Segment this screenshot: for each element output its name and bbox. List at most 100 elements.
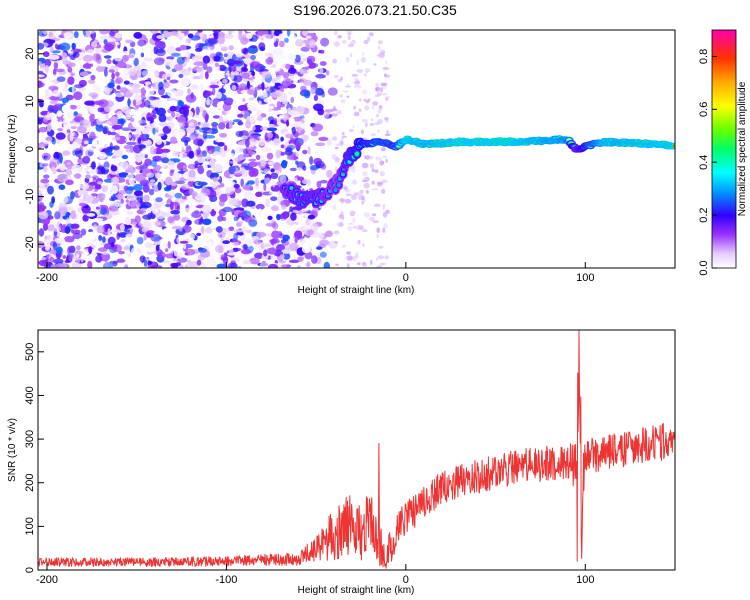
heatmap-noise-cell [332,58,338,64]
colorbar-tick-label: 0.2 [698,207,710,222]
heatmap-noise-cell [142,44,153,49]
heatmap-noise-cell [143,128,149,135]
heatmap-noise-cell [181,32,185,37]
heatmap-noise-cell [44,89,49,95]
heatmap-noise-cell [151,265,163,268]
heatmap-noise-cell [360,57,366,63]
heatmap-noise-cell [140,201,152,209]
heatmap-noise-cell [262,105,269,114]
heatmap-noise-cell [276,244,285,251]
heatmap-noise-cell [92,218,104,222]
heatmap-noise-cell [199,72,204,80]
heatmap-noise-cell [170,116,174,126]
snr-y-ticks: 0 100 200 300 400 500 [24,343,44,573]
heatmap-noise-cell [337,35,342,39]
heatmap-noise-cell [306,55,316,64]
heatmap-noise-cell [241,72,250,79]
heatmap-noise-cell [124,260,133,266]
heatmap-noise-cell [185,248,196,256]
heatmap-noise-cell [170,210,181,215]
heatmap-noise-cell [292,116,303,122]
heatmap-noise-cell [377,129,380,133]
heatmap-noise-cell [154,46,160,50]
heatmap-noise-cell [112,145,120,151]
heatmap-noise-cell [365,189,369,194]
heatmap-noise-cell [279,254,285,259]
heatmap-noise-cell [66,206,74,211]
heatmap-noise-cell [331,136,338,141]
heatmap-noise-cell [147,257,157,261]
heatmap-noise-cell [61,97,69,103]
heatmap-noise-cell [143,139,152,147]
heatmap-noise-cell [193,57,199,62]
heatmap-noise-cell [120,198,125,204]
heatmap-noise-cell [253,78,260,84]
heatmap-noise-cell [107,228,111,236]
heatmap-noise-cell [65,34,71,43]
heatmap-noise-cell [313,94,318,102]
heatmap-noise-cell [126,134,132,139]
heatmap-noise-cell [203,164,208,170]
heatmap-noise-cell [301,134,309,141]
heatmap-noise-cell [87,146,95,152]
heatmap-noise-cell [128,68,136,77]
heatmap-noise-cell [170,31,179,36]
heatmap-noise-cell [341,137,344,140]
heatmap-noise-cell [340,99,346,104]
heatmap-noise-cell [301,245,312,254]
heatmap-noise-cell [195,129,200,135]
y-tick-label: 100 [24,517,36,535]
heatmap-noise-cell [307,214,315,220]
heatmap-noise-cell [46,123,52,132]
heatmap-noise-cell [376,265,383,268]
heatmap-noise-cell [224,139,233,147]
heatmap-noise-cell [87,260,93,268]
heatmap-noise-cell [87,231,96,241]
heatmap-noise-cell [124,264,129,268]
heatmap-noise-cell [186,49,191,55]
heatmap-noise-cell [351,73,359,77]
heatmap-noise-cell [206,241,213,249]
heatmap-noise-cell [273,117,278,126]
heatmap-noise-cell [330,113,338,117]
heatmap-noise-cell [323,261,330,268]
heatmap-noise-cell [106,59,112,65]
heatmap-noise-cell [208,129,213,134]
heatmap-noise-cell [116,85,121,90]
heatmap-noise-cell [59,120,63,129]
heatmap-noise-cell [54,211,61,220]
heatmap-noise-cell [152,155,162,161]
heatmap-noise-cell [269,85,276,94]
heatmap-noise-cell [83,140,89,145]
heatmap-noise-cell [222,78,228,84]
heatmap-noise-cell [118,251,125,255]
heatmap-noise-cell [181,183,190,190]
heatmap-noise-cell [71,262,82,268]
heatmap-noise-cell [176,116,186,123]
heatmap-noise-cell [197,181,208,186]
heatmap-noise-cell [106,38,117,42]
heatmap-noise-cell [319,61,327,66]
heatmap-noise-cell [363,73,367,77]
heatmap-noise-cell [306,229,314,235]
heatmap-noise-cell [162,81,170,89]
heatmap-noise-cell [152,221,161,227]
heatmap-noise-cell [49,158,60,167]
heatmap-noise-cell [38,211,49,220]
heatmap-noise-cell [319,239,330,246]
heatmap-noise-cell [43,222,48,231]
heatmap-noise-cell [296,264,301,268]
heatmap-noise-cell [381,188,386,194]
heatmap-noise-cell [382,227,386,233]
heatmap-noise-cell [80,255,84,263]
heatmap-noise-cell [369,122,375,126]
heatmap-noise-cell [202,218,212,226]
heatmap-noise-cell [339,94,343,98]
heatmap-noise-cell [363,212,370,218]
heatmap-noise-cell [375,86,381,92]
heatmap-noise-cell [135,165,146,170]
heatmap-noise-cell [167,241,171,249]
heatmap-noise-cell [175,113,181,118]
heatmap-noise-cell [125,199,130,203]
heatmap-noise-cell [88,108,98,114]
